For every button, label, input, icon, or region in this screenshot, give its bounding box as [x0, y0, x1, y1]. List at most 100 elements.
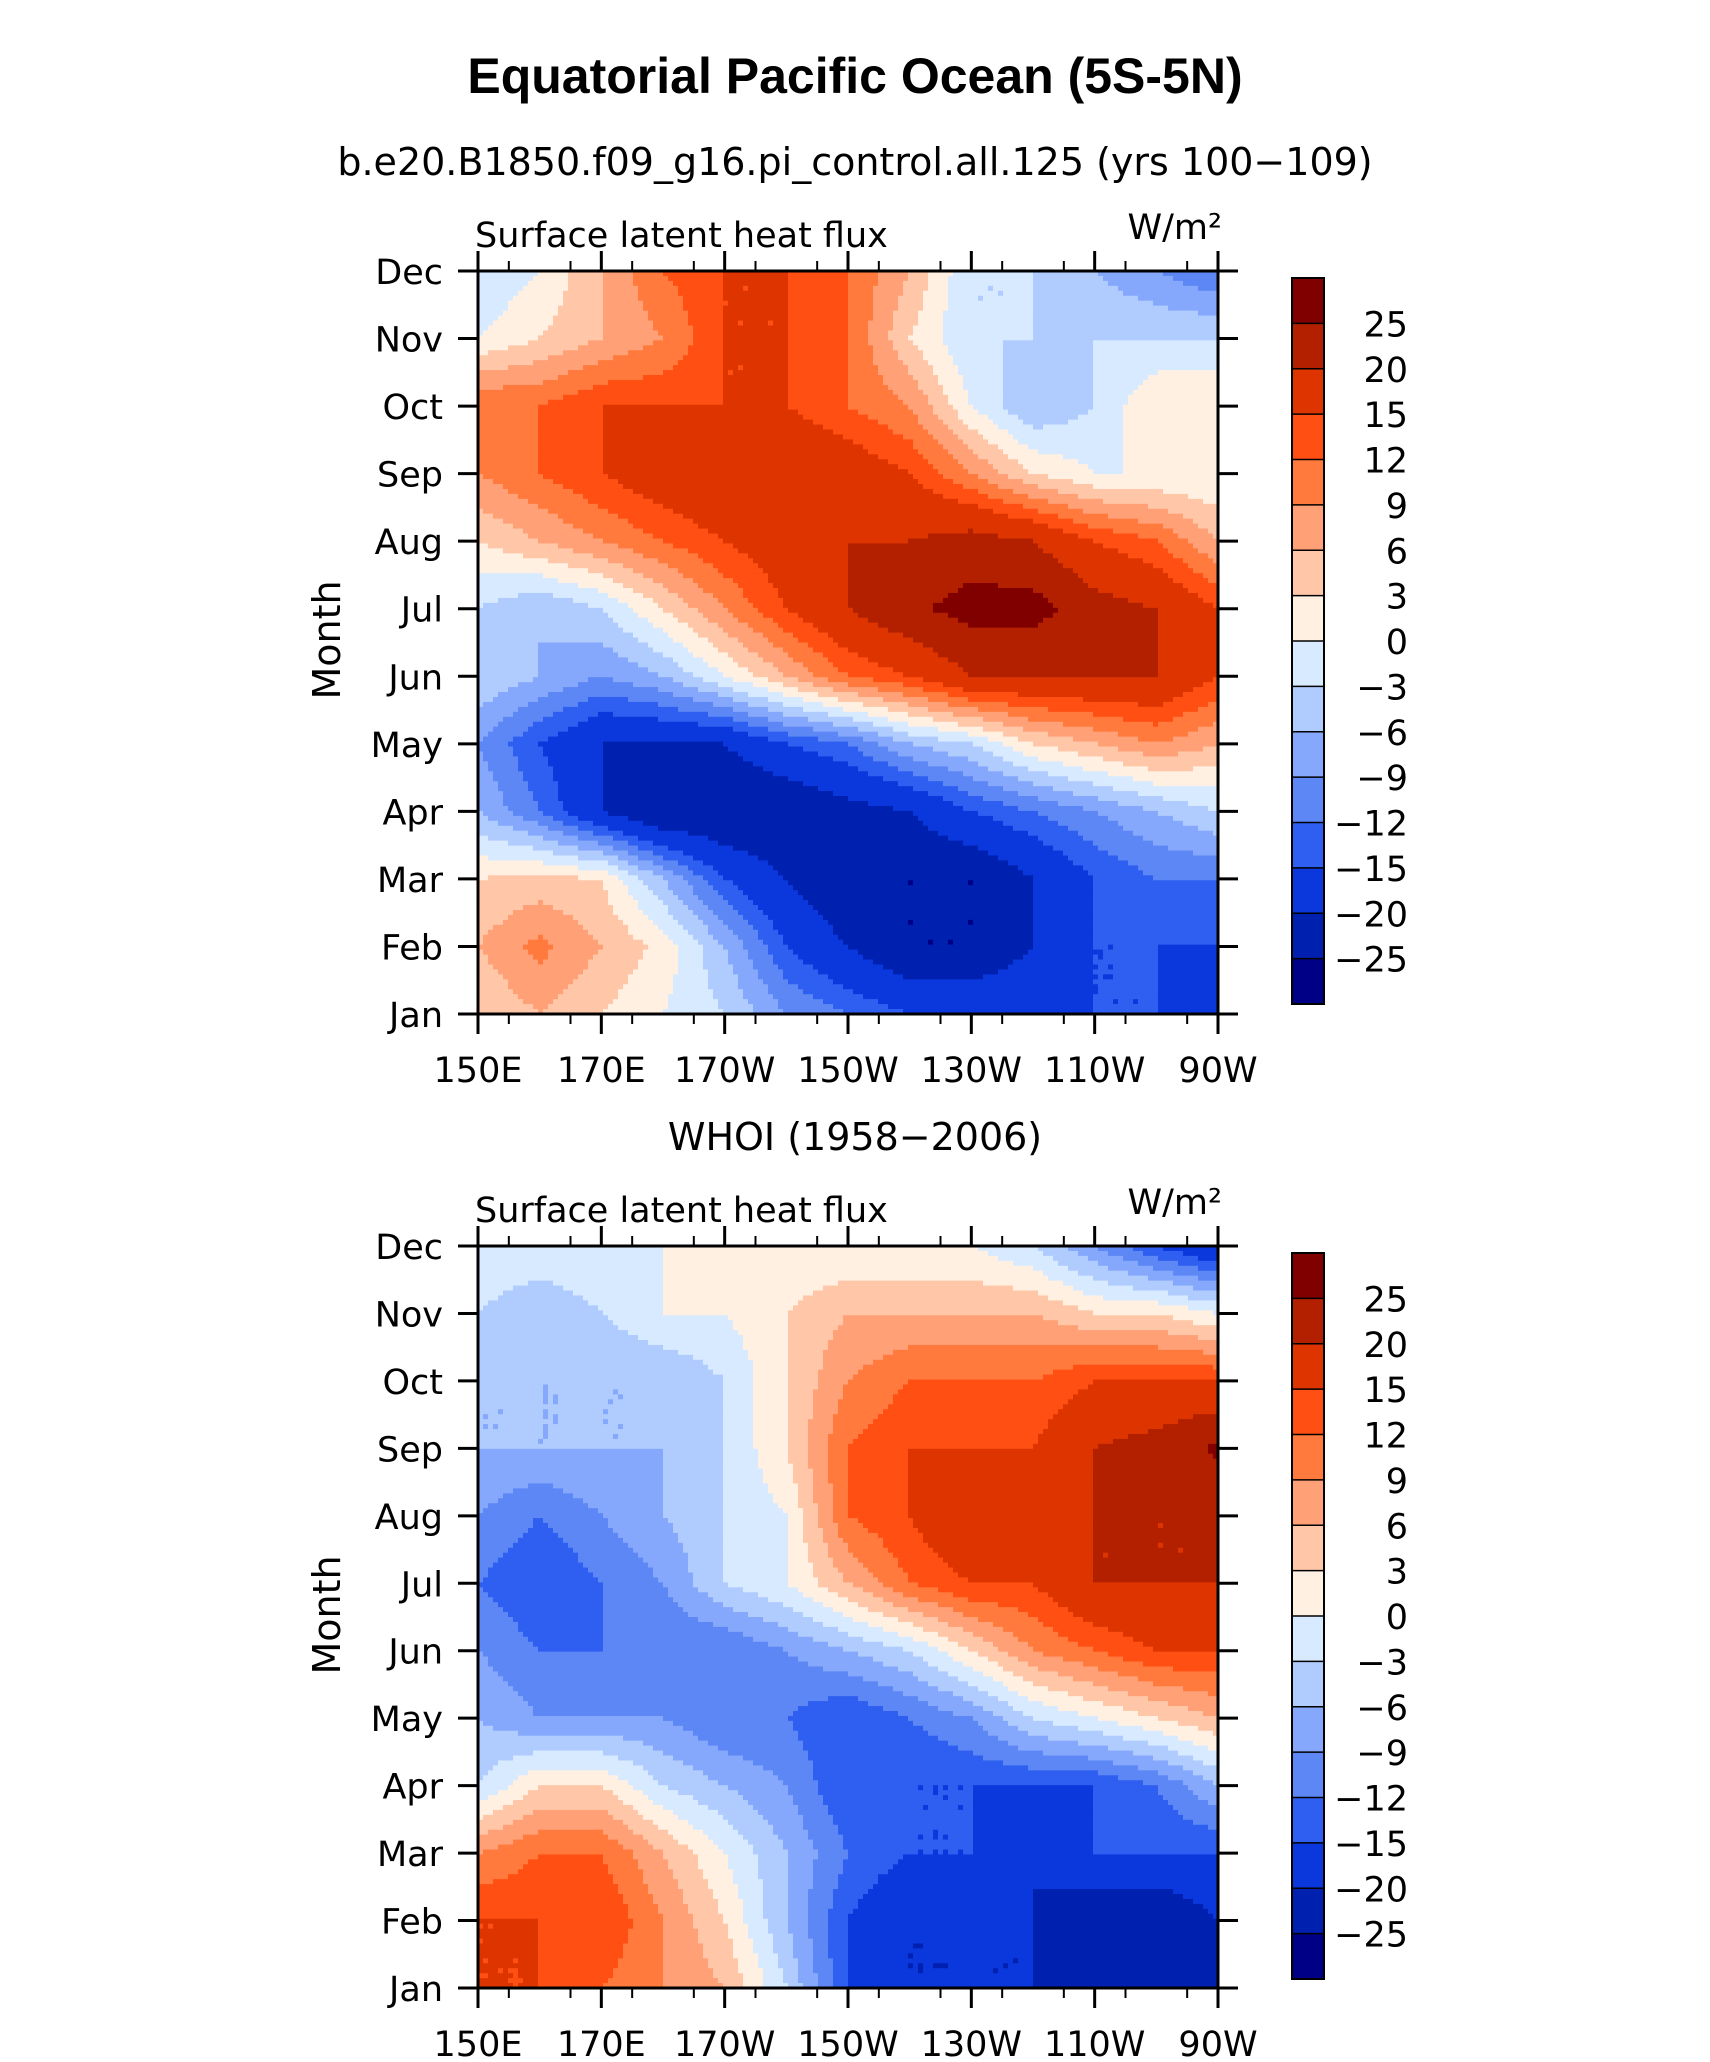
contour-cell [1003, 375, 1094, 381]
contour-cell [848, 360, 874, 366]
contour-cell [788, 1339, 829, 1346]
contour-cell [688, 315, 724, 322]
contour-cell [928, 360, 954, 366]
contour-cell [943, 1834, 949, 1841]
contour-cell [978, 1686, 1009, 1692]
contour-cell [813, 726, 859, 733]
contour-cell [618, 1775, 654, 1781]
contour-cell [793, 1607, 834, 1613]
contour-cell [478, 820, 499, 827]
contour-cell [758, 607, 789, 614]
contour-cell [798, 1503, 819, 1509]
contour-cell [1013, 1631, 1059, 1638]
contour-cell [693, 330, 724, 336]
contour-cell [808, 1898, 834, 1905]
contour-cell [828, 1938, 849, 1945]
contour-cell [603, 796, 849, 802]
contour-cell [513, 746, 544, 753]
contour-cell [943, 335, 1034, 341]
contour-cell [478, 1488, 514, 1494]
colorbar-label: 6 [1386, 532, 1408, 572]
contour-cell [708, 711, 749, 718]
contour-cell [523, 944, 554, 951]
contour-cell [753, 1399, 789, 1405]
contour-cell [773, 1948, 794, 1954]
contour-cell [1193, 1819, 1218, 1826]
contour-cell [803, 617, 869, 624]
contour-cell [583, 1562, 649, 1569]
contour-cell [673, 543, 734, 549]
contour-cell [643, 1814, 679, 1821]
contour-cell [953, 1567, 1094, 1574]
contour-cell [1028, 1641, 1079, 1648]
contour-cell [493, 479, 554, 485]
contour-cell [953, 454, 979, 460]
contour-cell [718, 840, 964, 847]
contour-cell [1098, 588, 1189, 594]
contour-cell [738, 751, 819, 758]
contour-cell [523, 1631, 604, 1638]
contour-cell [878, 1879, 1218, 1885]
colorbar-label: −20 [1334, 895, 1408, 935]
contour-cell [1093, 1537, 1218, 1544]
contour-cell [948, 1785, 959, 1791]
x-tick-label: 150W [797, 2025, 898, 2062]
contour-cell [478, 360, 534, 366]
contour-cell [1123, 1735, 1179, 1742]
contour-cell [633, 548, 689, 554]
contour-cell [848, 1953, 909, 1959]
contour-cell [848, 370, 879, 376]
contour-cell [1158, 647, 1218, 653]
contour-cell [913, 1671, 949, 1677]
contour-cell [678, 662, 709, 668]
contour-cell [628, 924, 659, 931]
contour-cell [1093, 1577, 1218, 1583]
contour-cell [608, 558, 659, 564]
contour-cell [828, 1913, 849, 1920]
contour-cell [808, 1701, 869, 1707]
contour-cell [868, 801, 954, 807]
contour-cell [493, 696, 539, 703]
contour-cell [1008, 1701, 1044, 1707]
contour-cell [1093, 1478, 1218, 1485]
contour-cell [903, 1854, 1218, 1860]
contour-cell [618, 652, 664, 658]
contour-cell [923, 290, 949, 297]
contour-cell [1178, 751, 1218, 758]
contour-cell [738, 984, 769, 990]
contour-cell [713, 1973, 744, 1979]
contour-cell [883, 776, 929, 782]
contour-cell [798, 1488, 814, 1494]
contour-cell [1193, 518, 1218, 525]
contour-cell [723, 1453, 759, 1460]
contour-cell [498, 1790, 529, 1796]
contour-cell [713, 1968, 739, 1974]
contour-cell [798, 637, 834, 644]
contour-cell [478, 350, 489, 356]
contour-cell [973, 1701, 1009, 1707]
y-tick-label: Aug [375, 1498, 443, 1538]
contour-cell [493, 726, 529, 733]
contour-cell [548, 1394, 554, 1400]
contour-cell [933, 716, 984, 723]
contour-cell [528, 498, 589, 505]
contour-cell [578, 583, 624, 589]
contour-cell [1213, 1913, 1218, 1920]
contour-cell [723, 295, 789, 302]
contour-cell [638, 845, 669, 852]
contour-cell [758, 1958, 779, 1964]
contour-cell [668, 934, 694, 941]
contour-cell [893, 736, 939, 743]
contour-cell [873, 305, 899, 312]
contour-cell [808, 900, 1034, 906]
contour-cell [983, 1636, 1019, 1643]
contour-cell [523, 815, 554, 822]
contour-cell [598, 949, 644, 956]
contour-cell [848, 1547, 889, 1554]
contour-cell [1138, 1765, 1184, 1771]
contour-cell [608, 1978, 664, 1984]
contour-cell [748, 1839, 784, 1846]
contour-cell [478, 464, 539, 470]
contour-cell [943, 597, 1049, 604]
contour-cell [968, 919, 974, 926]
